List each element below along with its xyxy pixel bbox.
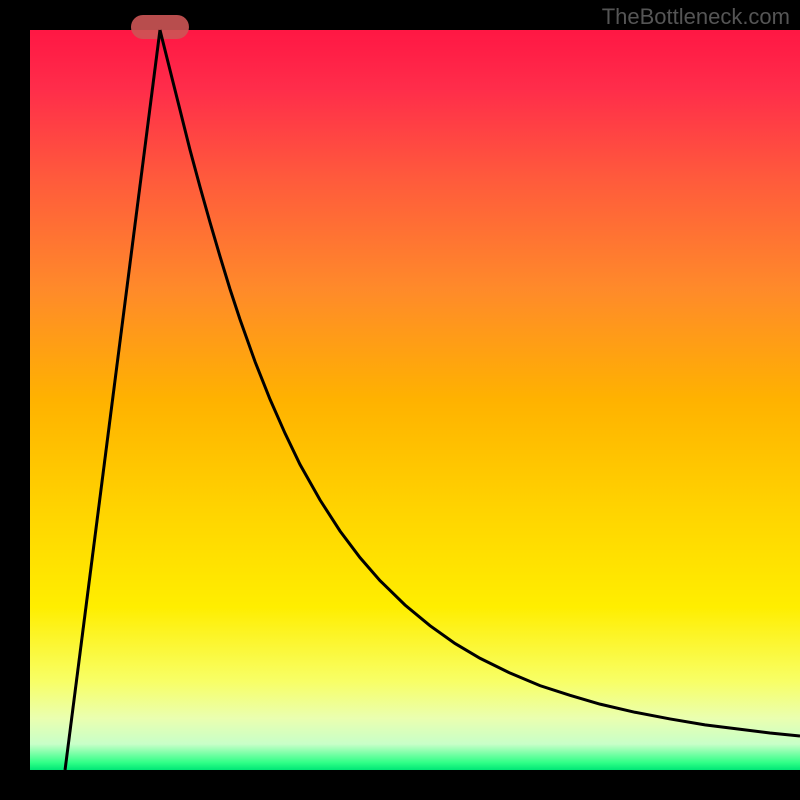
watermark-text: TheBottleneck.com: [602, 4, 790, 30]
chart-container: TheBottleneck.com: [0, 0, 800, 800]
bottleneck-chart: [0, 0, 800, 800]
